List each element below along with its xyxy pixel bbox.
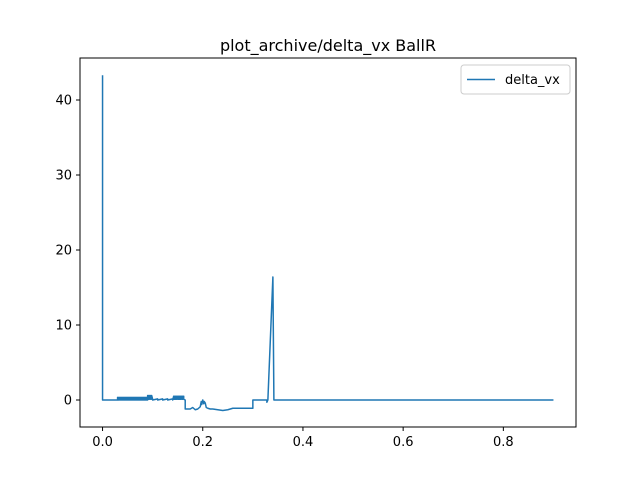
- x-tick-label: 0.6: [393, 435, 414, 450]
- y-axis: 0 10 20 30 40: [55, 94, 80, 409]
- axes-frame: [79, 57, 577, 428]
- y-tick-label: 0: [64, 394, 72, 409]
- legend-box: [460, 64, 571, 95]
- x-axis: 0.0 0.2 0.4 0.6 0.8: [92, 427, 514, 450]
- y-tick-label: 40: [55, 94, 72, 109]
- x-tick-label: 0.4: [293, 435, 314, 450]
- chart-title: plot_archive/delta_vx BallR: [220, 36, 436, 56]
- y-tick-label: 30: [55, 169, 72, 184]
- series-line-delta-vx: [101, 75, 554, 412]
- y-tick-label: 20: [55, 244, 72, 259]
- y-tick-label: 10: [55, 319, 72, 334]
- series-layer: [101, 75, 554, 412]
- x-tick-label: 0.2: [192, 435, 213, 450]
- legend-label-delta-vx: delta_vx: [505, 73, 560, 88]
- x-tick-label: 0.8: [493, 435, 514, 450]
- legend: delta_vx: [460, 64, 571, 95]
- x-tick-label: 0.0: [92, 435, 113, 450]
